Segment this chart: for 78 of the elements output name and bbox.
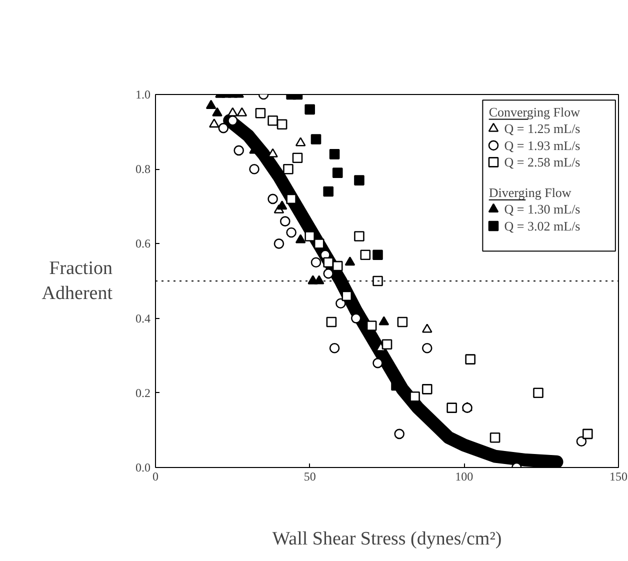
point bbox=[249, 164, 260, 174]
legend-label: Q = 1.93 mL/s bbox=[504, 138, 580, 153]
point bbox=[283, 164, 294, 174]
point bbox=[350, 313, 362, 324]
point bbox=[323, 257, 334, 268]
point bbox=[372, 250, 383, 260]
point bbox=[372, 276, 383, 286]
point bbox=[329, 149, 340, 160]
point bbox=[314, 275, 324, 284]
point bbox=[218, 122, 229, 134]
point bbox=[228, 107, 238, 116]
point bbox=[360, 250, 371, 260]
point bbox=[212, 107, 222, 116]
point bbox=[292, 152, 303, 164]
point bbox=[372, 358, 383, 368]
point bbox=[344, 256, 356, 266]
point bbox=[410, 391, 420, 402]
y-tick-label: 0.2 bbox=[136, 386, 150, 400]
point bbox=[323, 268, 334, 279]
point bbox=[280, 216, 290, 226]
point bbox=[274, 238, 284, 249]
y-tick-label: 0.8 bbox=[136, 162, 150, 176]
point bbox=[446, 402, 457, 413]
point bbox=[422, 343, 432, 354]
point bbox=[310, 257, 322, 268]
annotation: Converging Flow bbox=[488, 104, 581, 120]
legend-label: Q = 1.25 mL/s bbox=[504, 121, 580, 136]
legend-label: Q = 3.02 mL/s bbox=[504, 218, 580, 234]
y-tick-label: 0.4 bbox=[136, 311, 150, 326]
y-axis-title: Fraction Adherent bbox=[42, 258, 114, 304]
point bbox=[329, 343, 340, 354]
point bbox=[228, 115, 238, 126]
point bbox=[268, 115, 278, 126]
point bbox=[304, 104, 315, 115]
legend-label: Q = 2.58 mL/s bbox=[504, 154, 580, 170]
point bbox=[310, 134, 322, 144]
point bbox=[397, 316, 408, 328]
x-tick-label: 50 bbox=[304, 470, 316, 484]
point bbox=[206, 100, 216, 109]
point bbox=[582, 428, 593, 440]
x-tick-label: 150 bbox=[610, 470, 628, 484]
point bbox=[208, 118, 220, 128]
y-tick-label: 1.0 bbox=[136, 88, 150, 102]
point bbox=[465, 354, 476, 364]
point bbox=[490, 432, 500, 443]
point bbox=[422, 324, 432, 333]
annotation: Diverging Flow bbox=[488, 184, 572, 200]
y-tick-label: 0.0 bbox=[136, 460, 150, 474]
x-tick-label: 100 bbox=[455, 470, 474, 484]
point bbox=[286, 227, 296, 238]
point bbox=[354, 231, 364, 242]
point bbox=[295, 234, 306, 244]
point bbox=[366, 320, 377, 331]
point bbox=[533, 388, 544, 398]
x-axis-title: Wall Shear Stress (dynes/cm²) bbox=[272, 528, 502, 550]
point bbox=[326, 316, 337, 328]
point bbox=[342, 290, 352, 302]
point bbox=[236, 107, 248, 116]
legend-label: Q = 1.30 mL/s bbox=[504, 202, 580, 217]
point bbox=[304, 231, 315, 242]
point bbox=[286, 194, 296, 204]
point bbox=[332, 168, 343, 178]
point bbox=[354, 175, 364, 186]
point bbox=[255, 108, 266, 118]
x-tick-label: 0 bbox=[152, 470, 158, 484]
point bbox=[394, 428, 404, 440]
point bbox=[332, 260, 343, 272]
point bbox=[314, 238, 324, 249]
point bbox=[268, 194, 278, 204]
point bbox=[422, 384, 432, 394]
point bbox=[276, 119, 288, 130]
point bbox=[382, 339, 392, 350]
point bbox=[323, 186, 334, 197]
point bbox=[378, 316, 390, 326]
point bbox=[295, 137, 306, 146]
point bbox=[234, 145, 244, 156]
point bbox=[276, 200, 288, 210]
y-tick-label: 0.6 bbox=[136, 236, 150, 251]
